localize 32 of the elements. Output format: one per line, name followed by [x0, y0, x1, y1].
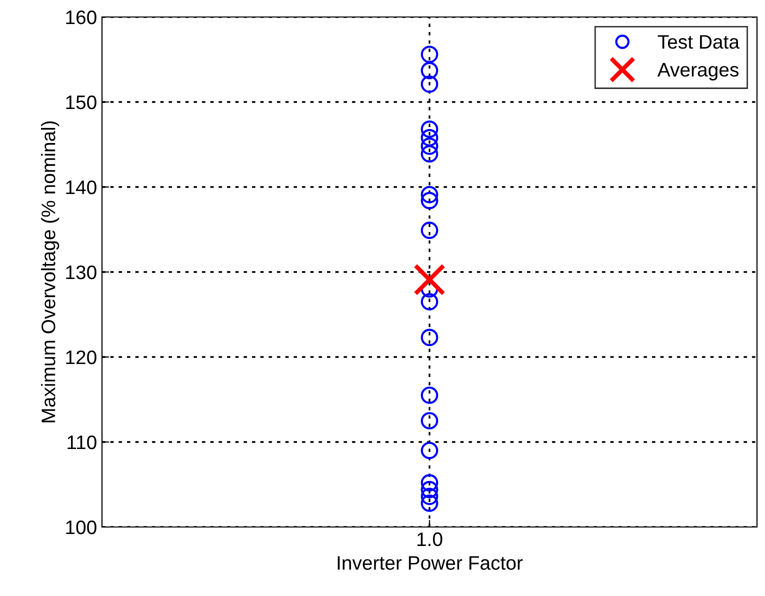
y-tick-label: 150 [66, 95, 96, 110]
y-tick-label: 110 [68, 435, 96, 450]
point [420, 120, 438, 138]
y-tick-label: 130 [66, 265, 96, 280]
point [420, 442, 438, 460]
point [420, 480, 438, 498]
point [420, 328, 438, 346]
point [420, 62, 438, 80]
point [420, 412, 438, 430]
x-tick-label: 1.0 [417, 532, 442, 546]
y-tick-label: 100 [66, 520, 96, 534]
legend-label: Test Data [658, 35, 740, 49]
point [414, 264, 446, 296]
point [420, 494, 438, 512]
point [420, 129, 438, 146]
point [420, 138, 438, 155]
point [420, 386, 438, 404]
y-axis-title: Maximum Overvoltage (% nominal) [41, 121, 60, 422]
point [420, 474, 438, 492]
point [420, 192, 438, 210]
y-tick-label: 160 [66, 10, 96, 24]
point [420, 293, 438, 310]
point [420, 186, 438, 204]
y-tick-label: 140 [66, 180, 96, 194]
point [420, 488, 438, 506]
y-tick-label: 120 [66, 350, 96, 364]
point [420, 46, 438, 64]
point [420, 145, 438, 163]
legend-label: Averages [657, 63, 738, 80]
point [420, 75, 438, 93]
point [420, 222, 438, 240]
x-axis-title: Inverter Power Factor [338, 556, 523, 570]
